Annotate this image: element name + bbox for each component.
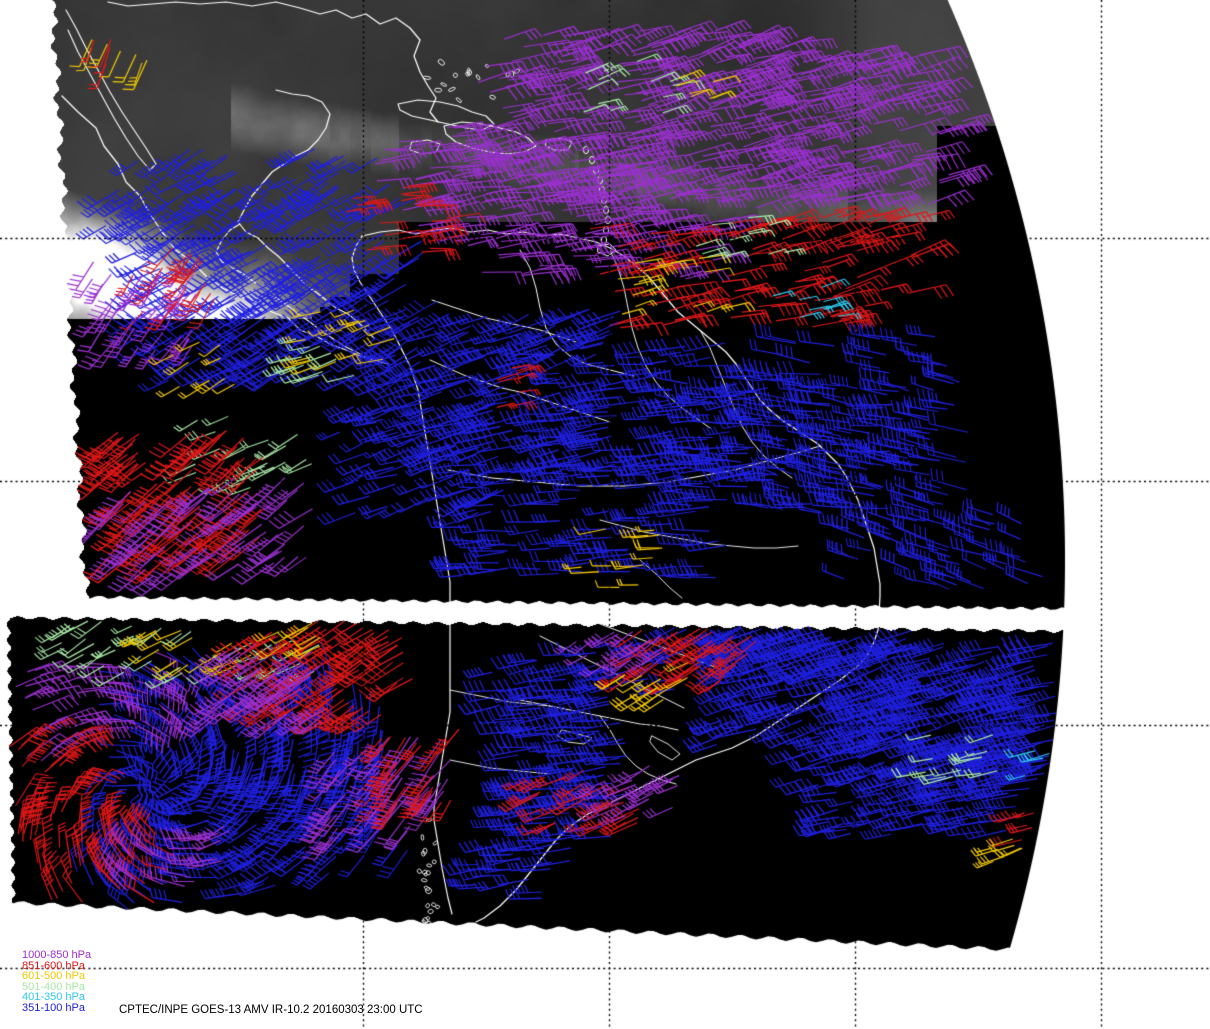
- legend-entry-2: 601-500 hPa: [22, 970, 85, 983]
- product-caption: CPTEC/INPE GOES-13 AMV IR-10.2 20160303 …: [119, 1004, 423, 1016]
- pressure-level-legend: 1000-850 hPa 851-600 hPa 601-500 hPa 501-40…: [22, 950, 152, 1014]
- legend-entry-1: 851-600 hPa: [22, 959, 85, 972]
- legend-entry-3: 501-400 hPa: [22, 980, 85, 993]
- legend-entry-0: 1000-850 hPa: [22, 949, 92, 961]
- legend-entry-5: 351-100 hPa: [22, 1001, 85, 1014]
- legend-entry-4: 401-350 hPa: [22, 991, 85, 1004]
